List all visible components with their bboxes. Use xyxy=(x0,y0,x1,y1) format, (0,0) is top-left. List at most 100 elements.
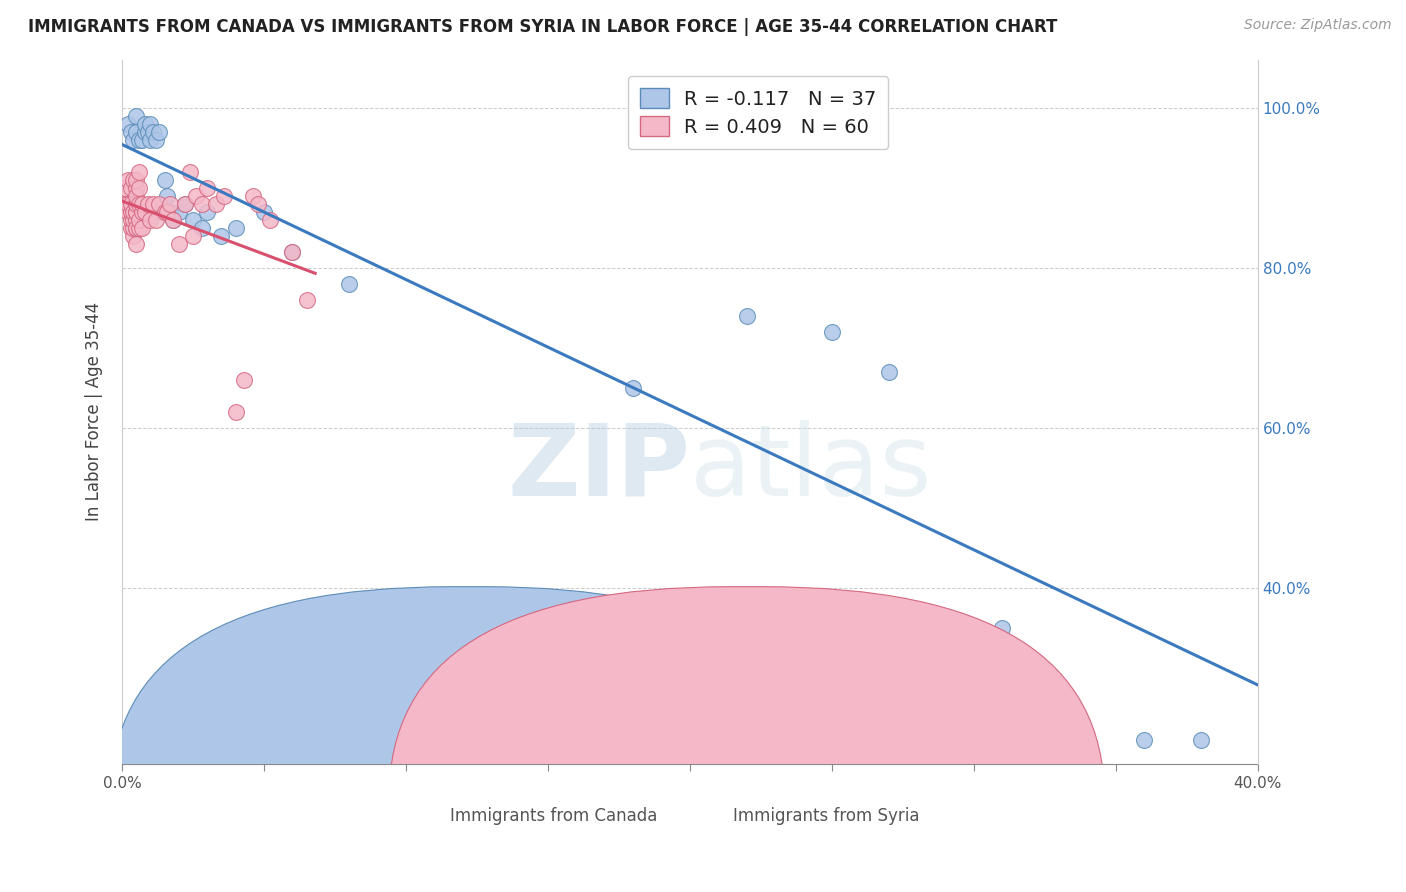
Point xyxy=(156,188,179,202)
Point xyxy=(195,180,218,194)
Point xyxy=(122,220,145,235)
Point xyxy=(159,196,181,211)
Point xyxy=(120,196,142,211)
Text: Source: ZipAtlas.com: Source: ZipAtlas.com xyxy=(1244,18,1392,32)
Point xyxy=(148,125,170,139)
FancyBboxPatch shape xyxy=(111,587,827,892)
Point xyxy=(247,196,270,211)
Point xyxy=(122,228,145,243)
Point xyxy=(136,125,159,139)
Point xyxy=(125,180,148,194)
Point xyxy=(128,164,150,178)
Point xyxy=(281,244,304,259)
Point xyxy=(167,236,190,251)
Point xyxy=(142,196,165,211)
Point xyxy=(117,204,139,219)
Point xyxy=(181,212,204,227)
Point xyxy=(139,117,162,131)
Text: IMMIGRANTS FROM CANADA VS IMMIGRANTS FROM SYRIA IN LABOR FORCE | AGE 35-44 CORRE: IMMIGRANTS FROM CANADA VS IMMIGRANTS FRO… xyxy=(28,18,1057,36)
Point xyxy=(1133,733,1156,747)
Point xyxy=(214,188,236,202)
Point xyxy=(131,220,153,235)
Point xyxy=(195,204,218,219)
Point xyxy=(162,212,184,227)
Point xyxy=(209,228,232,243)
Point xyxy=(153,172,176,186)
Point xyxy=(125,109,148,123)
Point xyxy=(128,212,150,227)
Point xyxy=(128,133,150,147)
Point xyxy=(167,204,190,219)
Point xyxy=(134,125,156,139)
Point xyxy=(159,204,181,219)
Point xyxy=(125,220,148,235)
Point xyxy=(225,405,247,419)
Point xyxy=(120,180,142,194)
Y-axis label: In Labor Force | Age 35-44: In Labor Force | Age 35-44 xyxy=(86,302,103,522)
Point xyxy=(120,204,142,219)
Point xyxy=(156,204,179,219)
Point xyxy=(131,133,153,147)
Point xyxy=(136,196,159,211)
Point xyxy=(131,204,153,219)
Point xyxy=(128,180,150,194)
Point xyxy=(991,621,1014,635)
Point xyxy=(153,204,176,219)
Legend: R = -0.117   N = 37, R = 0.409   N = 60: R = -0.117 N = 37, R = 0.409 N = 60 xyxy=(628,77,889,149)
Point xyxy=(114,180,136,194)
Point xyxy=(139,133,162,147)
Text: Immigrants from Canada: Immigrants from Canada xyxy=(450,806,658,824)
Point xyxy=(117,172,139,186)
Point xyxy=(134,204,156,219)
Point xyxy=(735,309,758,323)
Point xyxy=(877,365,900,379)
Point xyxy=(125,196,148,211)
Point xyxy=(253,204,276,219)
Point xyxy=(122,204,145,219)
Point xyxy=(173,196,195,211)
Point xyxy=(233,373,256,387)
Text: Immigrants from Syria: Immigrants from Syria xyxy=(733,806,920,824)
Point xyxy=(122,172,145,186)
Point xyxy=(125,196,148,211)
Point xyxy=(117,196,139,211)
Point xyxy=(128,220,150,235)
Point xyxy=(190,220,212,235)
Point xyxy=(120,125,142,139)
Point xyxy=(337,277,360,291)
Point xyxy=(122,133,145,147)
Point xyxy=(120,220,142,235)
Point xyxy=(181,228,204,243)
Point xyxy=(150,204,173,219)
Point xyxy=(114,196,136,211)
Point xyxy=(821,325,844,339)
Text: atlas: atlas xyxy=(690,420,932,516)
Point xyxy=(125,220,148,235)
Point xyxy=(131,196,153,211)
Point xyxy=(148,196,170,211)
Point xyxy=(125,125,148,139)
Point xyxy=(125,204,148,219)
Point xyxy=(1189,733,1212,747)
Point xyxy=(179,164,201,178)
Point xyxy=(259,212,281,227)
Point xyxy=(204,196,226,211)
Point xyxy=(134,117,156,131)
Point xyxy=(125,172,148,186)
Point xyxy=(122,212,145,227)
Point xyxy=(125,212,148,227)
Point xyxy=(125,204,148,219)
FancyBboxPatch shape xyxy=(389,587,1105,892)
Text: ZIP: ZIP xyxy=(508,420,690,516)
Point xyxy=(142,125,165,139)
Point xyxy=(120,212,142,227)
Point xyxy=(125,236,148,251)
Point xyxy=(125,188,148,202)
Point xyxy=(128,196,150,211)
Point xyxy=(162,212,184,227)
Point xyxy=(145,133,167,147)
Point xyxy=(621,381,644,395)
Point xyxy=(139,212,162,227)
Point xyxy=(281,244,304,259)
Point xyxy=(295,293,318,307)
